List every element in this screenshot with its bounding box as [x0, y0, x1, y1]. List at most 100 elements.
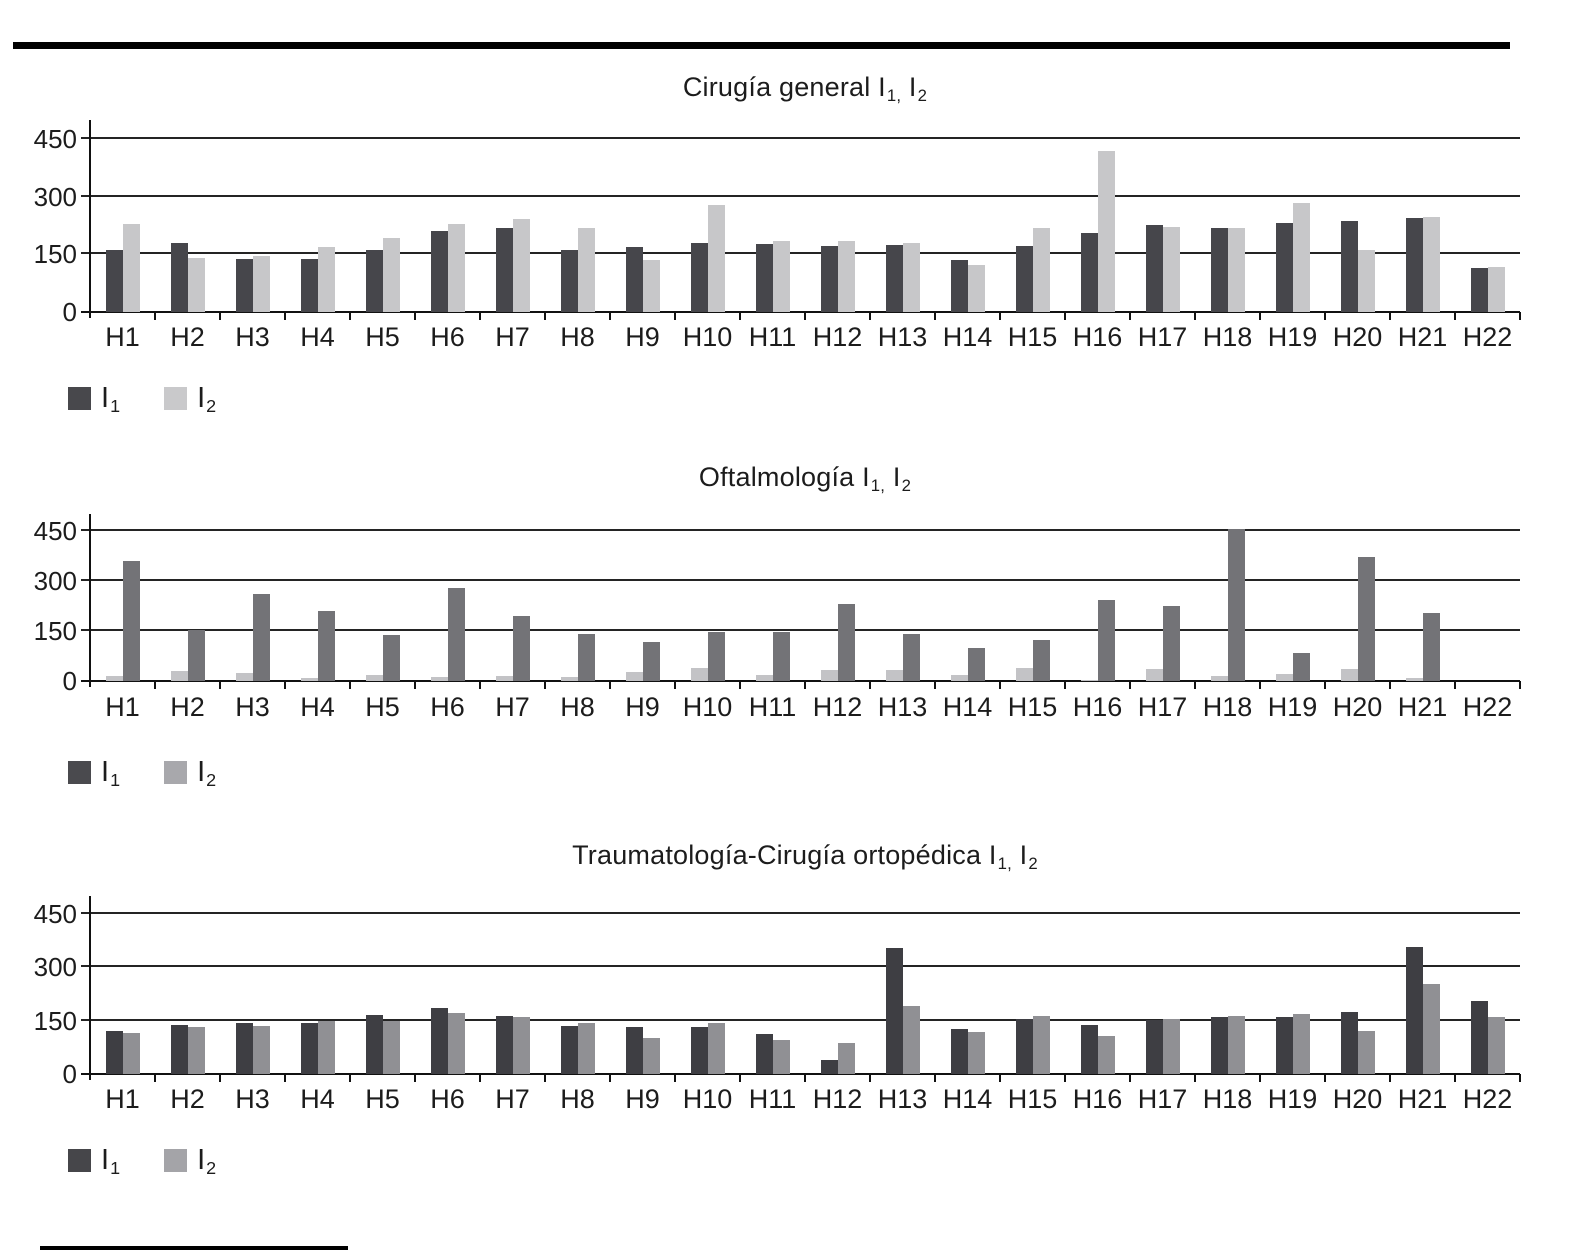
x-axis-tick — [739, 312, 741, 320]
x-axis-category-label: H22 — [1462, 1084, 1513, 1114]
legend-label: I2 — [197, 1144, 217, 1179]
bar-i1 — [1340, 220, 1358, 312]
chart-title: Traumatología-Cirugía ortopédica I1, I2 — [90, 840, 1520, 873]
x-axis-tick — [414, 312, 416, 320]
x-axis-category-label: H20 — [1332, 322, 1383, 352]
x-axis-category-label: H21 — [1397, 322, 1448, 352]
x-axis-tick — [1324, 1074, 1326, 1082]
bar-i1 — [170, 1025, 188, 1074]
x-axis-category-label: H21 — [1397, 692, 1448, 722]
x-axis-category-label: H8 — [560, 1084, 595, 1114]
gridline — [81, 965, 1520, 968]
bar-i2 — [1097, 151, 1115, 312]
bar-group — [1000, 514, 1065, 681]
bar-i1 — [1162, 605, 1180, 681]
bar-group — [1195, 896, 1260, 1074]
bar-i1 — [365, 249, 383, 312]
legend-label-base: I — [197, 1144, 206, 1176]
bar-i1 — [365, 1015, 383, 1074]
x-axis-tick — [804, 312, 806, 320]
legend-label: I1 — [101, 382, 120, 416]
plot-area: 450 300 150 0 — [34, 514, 1521, 694]
bar-group — [1065, 896, 1130, 1074]
legend-label: I1 — [101, 1144, 120, 1178]
legend-entry: I1 — [68, 756, 120, 790]
bar-group — [545, 896, 610, 1074]
bar-i1 — [1405, 217, 1423, 312]
x-axis-category-label: H17 — [1137, 692, 1188, 722]
bar-i2 — [837, 240, 855, 312]
x-axis-tick — [609, 312, 611, 320]
bar-i1 — [625, 247, 643, 312]
bar-i2 — [577, 1023, 595, 1074]
bar-i1 — [252, 594, 270, 681]
y-axis-tick-label: 150 — [33, 1005, 77, 1036]
bar-group — [1325, 120, 1390, 312]
plot-area: 450 300 150 0 — [34, 896, 1521, 1087]
y-axis-tick-label: 300 — [33, 181, 77, 212]
bar-i1 — [1227, 529, 1245, 681]
x-axis-tick — [544, 681, 546, 689]
y-axis-tick-label: 300 — [33, 565, 77, 596]
bar-i1 — [820, 1059, 838, 1074]
title-subscript: 2 — [917, 86, 928, 106]
bar-group — [480, 514, 545, 681]
legend-entry: I1 — [68, 1144, 120, 1178]
bar-i1 — [430, 230, 448, 312]
legend-entry: I1 — [68, 382, 120, 416]
bar-i1 — [1080, 1025, 1098, 1074]
bar-i1 — [1080, 232, 1098, 312]
bar-group — [285, 120, 350, 312]
bar-group — [1260, 896, 1325, 1074]
legend-label-base: I — [101, 1144, 110, 1176]
bar-i1 — [1032, 640, 1050, 681]
legend-label-base: I — [197, 756, 206, 788]
bar-i1 — [1405, 946, 1423, 1074]
bar-group — [675, 896, 740, 1074]
bar-group — [350, 896, 415, 1074]
x-axis-category-label: H4 — [300, 1084, 335, 1114]
bar-group — [805, 514, 870, 681]
title-text: I — [901, 72, 917, 102]
bar-group — [870, 514, 935, 681]
bar-i2 — [1357, 1030, 1375, 1074]
x-axis-tick — [479, 1074, 481, 1082]
x-axis-category-label: H10 — [682, 1084, 733, 1114]
bar-i2 — [950, 675, 968, 681]
bar-i2 — [1162, 1018, 1180, 1074]
legend-swatch — [68, 1149, 91, 1172]
bar-i1 — [625, 1027, 643, 1074]
bar-i2 — [1015, 668, 1033, 681]
x-axis-category-label: H12 — [812, 1084, 863, 1114]
x-axis-category-label: H3 — [235, 1084, 270, 1114]
gridline — [81, 1018, 1520, 1021]
bar-i2 — [902, 1006, 920, 1074]
y-axis-tick-label: 150 — [33, 615, 77, 646]
x-axis-tick — [1129, 312, 1131, 320]
x-axis-category-label: H6 — [430, 1084, 465, 1114]
bar-group — [675, 514, 740, 681]
bar-group — [1000, 896, 1065, 1074]
bar-i2 — [707, 205, 725, 312]
x-axis-category-label: H2 — [170, 1084, 205, 1114]
bar-i1 — [577, 634, 595, 681]
bar-group — [935, 120, 1000, 312]
bar-i2 — [690, 667, 708, 681]
x-axis-tick — [1454, 312, 1456, 320]
bar-group — [1455, 896, 1520, 1074]
y-axis-line — [89, 514, 91, 687]
legend-label-subscript: 2 — [206, 1158, 217, 1179]
x-axis-tick — [1324, 312, 1326, 320]
bar-i1 — [1015, 245, 1033, 312]
bar-i1 — [512, 615, 530, 681]
plot-area: 450 300 150 0 — [34, 120, 1521, 325]
x-axis-category-label: H6 — [430, 692, 465, 722]
bar-i1 — [495, 227, 513, 312]
y-axis-line — [89, 896, 91, 1080]
bar-group — [1455, 120, 1520, 312]
bar-group — [935, 514, 1000, 681]
bar-i1 — [1145, 225, 1163, 312]
x-axis-category-label: H7 — [495, 692, 530, 722]
bar-group — [155, 896, 220, 1074]
legend-label-subscript: 2 — [206, 396, 217, 417]
